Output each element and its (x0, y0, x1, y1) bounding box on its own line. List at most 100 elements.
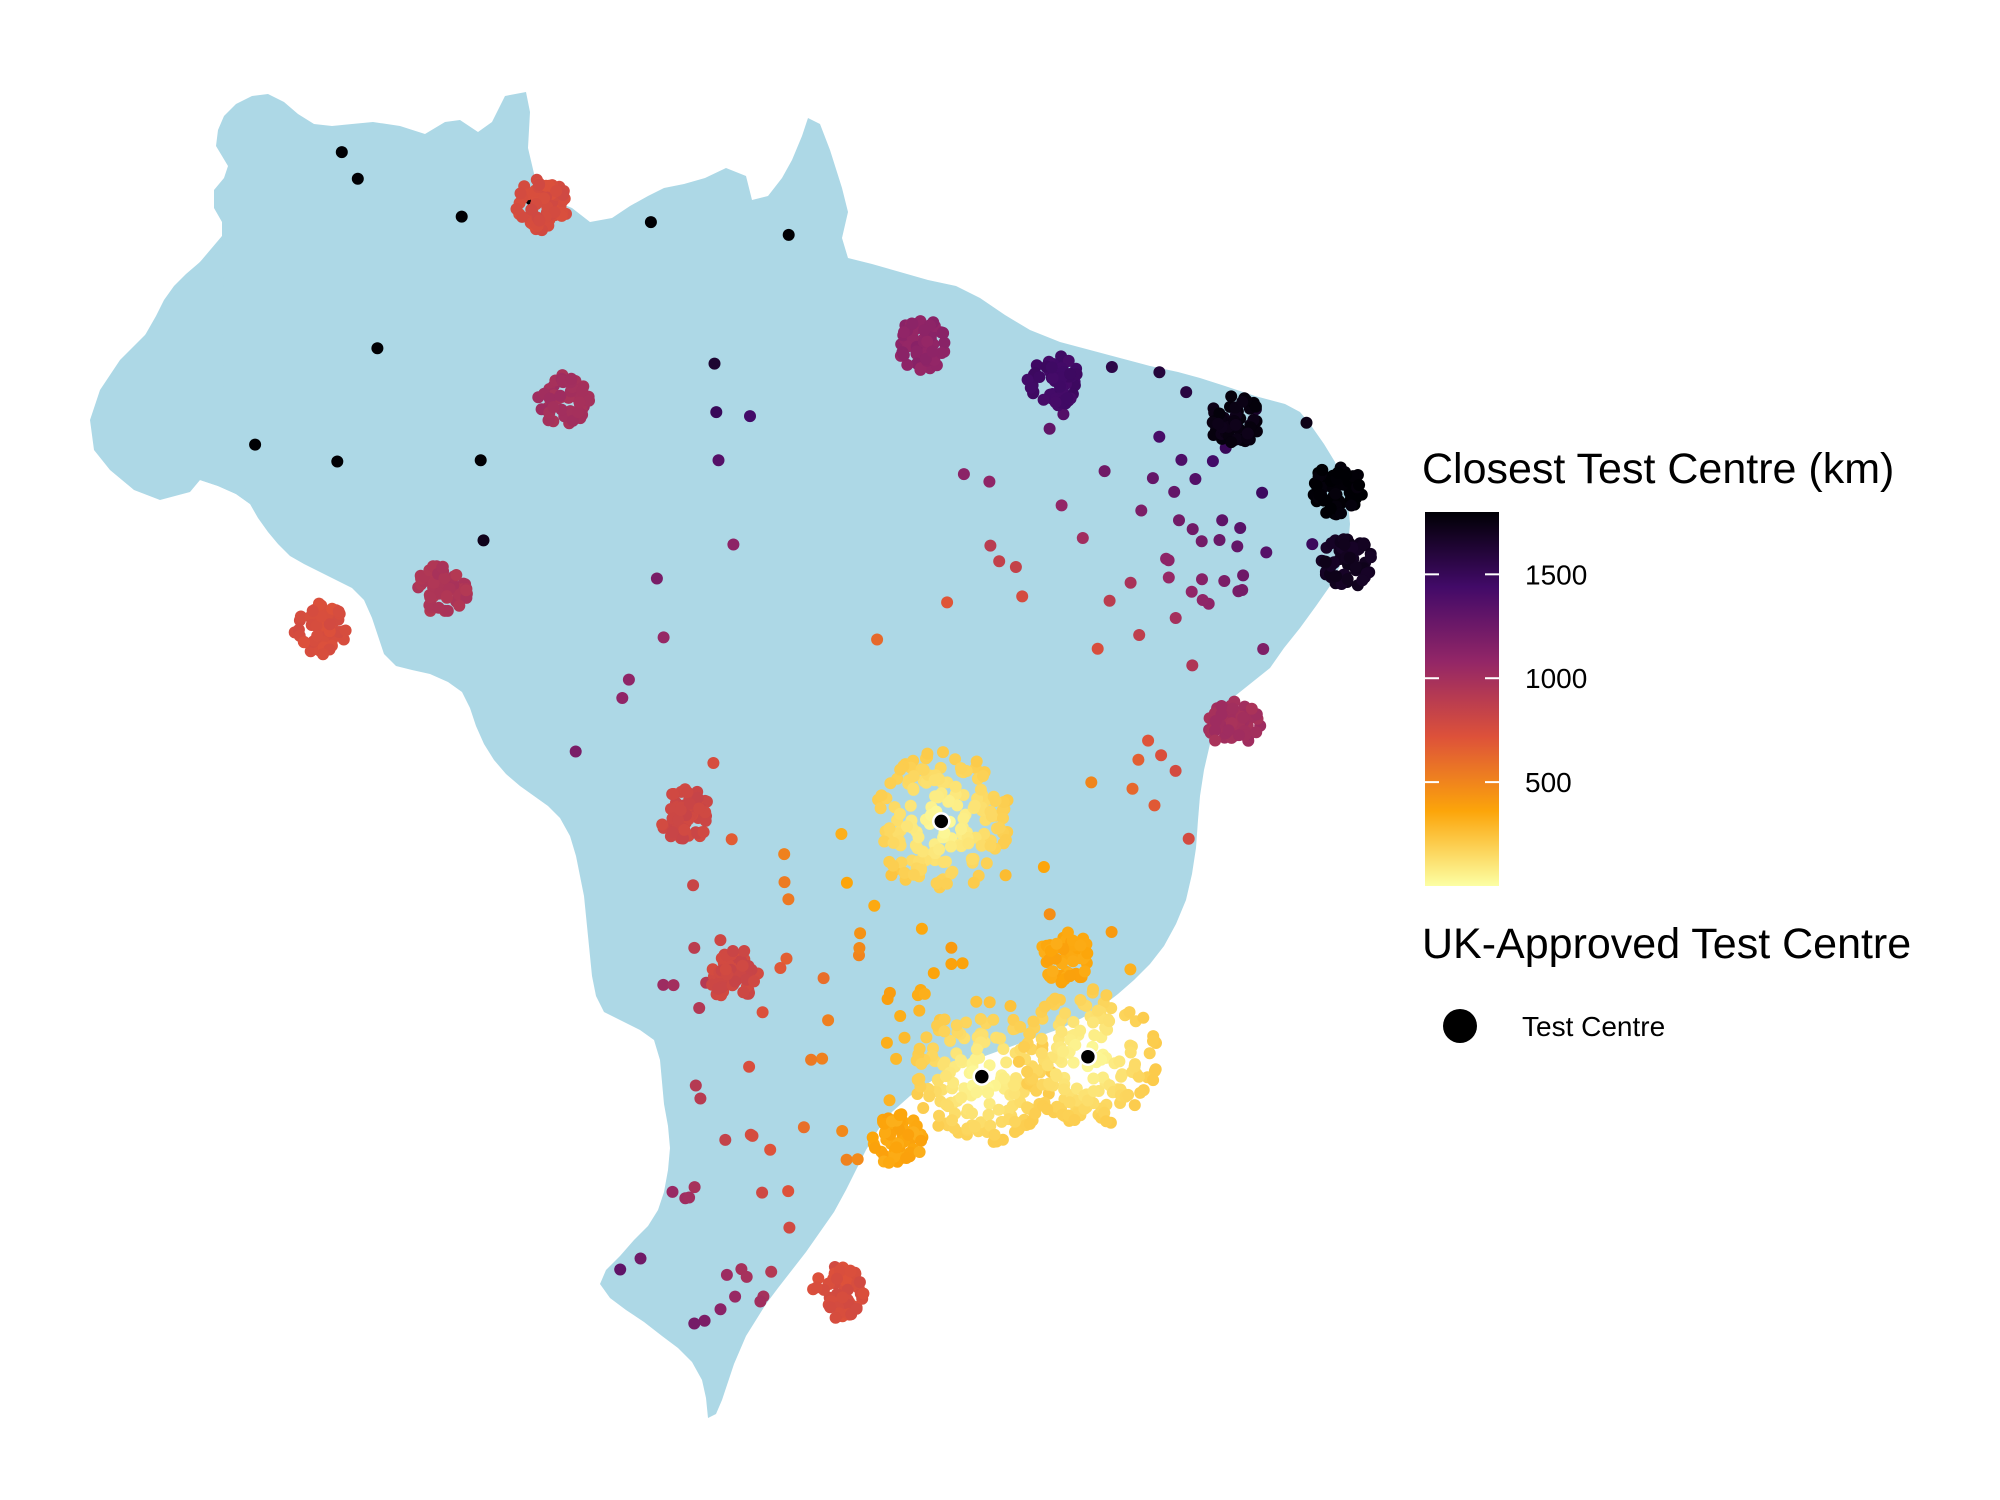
distance-point (946, 1114, 958, 1127)
distance-point (816, 1052, 829, 1065)
distance-point (1046, 965, 1059, 978)
distance-point (882, 1156, 895, 1169)
distance-point (1341, 573, 1354, 586)
distance-point (993, 555, 1006, 568)
distance-point (1325, 537, 1338, 550)
distance-point (836, 1291, 849, 1304)
distance-point (1250, 726, 1263, 739)
colour-bar-tick-label: 500 (1525, 767, 1572, 798)
distance-point (966, 1107, 978, 1120)
distance-point (915, 1057, 928, 1070)
distance-point (249, 438, 262, 451)
distance-point (1356, 574, 1369, 587)
distance-point (657, 978, 670, 991)
distance-point (310, 619, 323, 632)
distance-point (783, 1221, 796, 1234)
distance-point (622, 673, 635, 686)
distance-point (1206, 455, 1219, 468)
distance-point (1041, 1103, 1054, 1116)
distance-point (874, 802, 887, 815)
distance-point (930, 877, 943, 890)
distance-point (1100, 1115, 1113, 1128)
test-centre-key-icon (1443, 1009, 1477, 1043)
distance-point (719, 1133, 732, 1146)
distance-point (918, 324, 931, 337)
distance-point (980, 857, 993, 870)
distance-point (1135, 504, 1148, 517)
distance-point (1057, 408, 1070, 421)
distance-point (949, 753, 962, 766)
distance-point (940, 877, 953, 890)
distance-point (920, 1031, 933, 1044)
distance-point (441, 604, 454, 617)
distance-point (1245, 702, 1258, 715)
distance-point (944, 1034, 957, 1047)
distance-point (666, 1185, 679, 1198)
distance-point (780, 952, 793, 965)
distance-point (941, 596, 954, 609)
brazil-landmass (128, 92, 1350, 1418)
distance-point (994, 1032, 1007, 1045)
distance-point (977, 770, 989, 782)
distance-point (829, 1311, 842, 1324)
distance-point (1196, 573, 1208, 586)
test-centres-layer (932, 812, 1098, 1086)
distance-point (950, 1019, 963, 1032)
distance-point (824, 1301, 837, 1314)
distance-point (1147, 1074, 1160, 1087)
distance-point (822, 1014, 835, 1027)
distance-point (1364, 551, 1377, 564)
distance-point (1324, 502, 1337, 515)
distance-point (887, 836, 900, 849)
distance-point (1124, 963, 1137, 976)
distance-point (693, 802, 706, 815)
distance-point (983, 1097, 996, 1110)
distance-point (1124, 1046, 1137, 1059)
distance-point (945, 958, 958, 970)
distance-point (1038, 1000, 1051, 1013)
distance-point (712, 982, 725, 995)
distance-point (957, 812, 970, 825)
distance-point (1229, 418, 1242, 431)
distance-point (1105, 926, 1118, 938)
distance-point (782, 893, 795, 906)
distance-point (738, 945, 751, 957)
distance-point (898, 866, 911, 879)
distance-point (869, 1141, 881, 1154)
distance-point (1049, 992, 1061, 1005)
distance-point (944, 840, 957, 853)
distance-point (987, 1013, 1000, 1026)
distance-point (729, 1290, 742, 1303)
distance-point (424, 591, 437, 604)
distance-point (1074, 1024, 1087, 1037)
distance-point (1081, 1094, 1094, 1107)
distance-point (1133, 629, 1146, 641)
distance-point (970, 1086, 983, 1099)
distance-point (1067, 1056, 1080, 1069)
distance-point (1004, 1000, 1017, 1012)
distance-point (674, 804, 687, 817)
distance-point (954, 1054, 967, 1067)
distance-point (1155, 749, 1168, 762)
distance-point (997, 1043, 1010, 1055)
distance-point (1000, 1056, 1013, 1069)
distance-point (1231, 540, 1244, 553)
distance-point (1061, 392, 1074, 405)
distance-point (968, 799, 981, 812)
distance-point (1213, 534, 1226, 546)
distance-point (875, 789, 888, 802)
distance-point (1122, 1088, 1135, 1101)
distance-point (1218, 575, 1231, 587)
distance-point (1216, 514, 1229, 527)
distance-point (311, 629, 324, 642)
distance-point (1195, 535, 1208, 548)
distance-point (1146, 472, 1159, 485)
distance-point (1186, 523, 1199, 536)
distance-point (1054, 380, 1066, 393)
distance-point (1300, 416, 1313, 429)
brazil-west-lobe (90, 236, 250, 504)
distance-point (1222, 724, 1235, 737)
distance-point (616, 692, 629, 704)
distance-point (921, 335, 934, 348)
distance-point (782, 1185, 795, 1198)
